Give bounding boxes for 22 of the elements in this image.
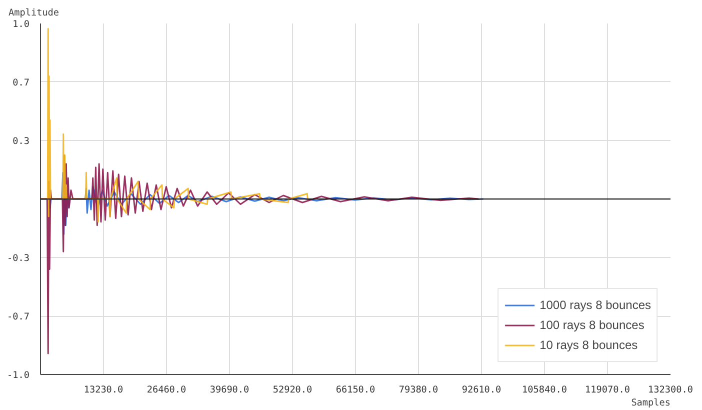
x-tick-label: 119070.0 — [585, 384, 630, 396]
y-tick-label: 1.0 — [12, 19, 30, 30]
x-tick-label: 105840.0 — [522, 384, 568, 396]
legend-label: 10 rays 8 bounces — [540, 338, 638, 352]
y-tick-label: 0.3 — [12, 136, 30, 148]
legend-label: 100 rays 8 bounces — [540, 318, 644, 332]
x-tick-label: 52920.0 — [272, 384, 313, 396]
x-axis-title: Samples — [631, 398, 670, 408]
x-tick-label: 39690.0 — [210, 384, 250, 396]
y-tick-label: -0.3 — [7, 252, 30, 264]
line-series — [40, 28, 308, 223]
y-tick-label: 0.7 — [12, 77, 30, 88]
legend-label: 1000 rays 8 bounces — [540, 298, 651, 312]
x-tick-label: 132300.0 — [648, 384, 694, 396]
x-tick-label: 26460.0 — [146, 384, 187, 396]
y-tick-label: -0.7 — [7, 312, 30, 323]
x-tick-label: 13230.0 — [84, 384, 124, 396]
y-tick-label: -1.0 — [7, 370, 30, 381]
x-tick-label: 79380.0 — [398, 384, 439, 396]
x-tick-label: 66150.0 — [336, 384, 376, 396]
y-axis-title: Amplitude — [8, 8, 60, 18]
x-tick-label: 92610.0 — [462, 384, 502, 396]
